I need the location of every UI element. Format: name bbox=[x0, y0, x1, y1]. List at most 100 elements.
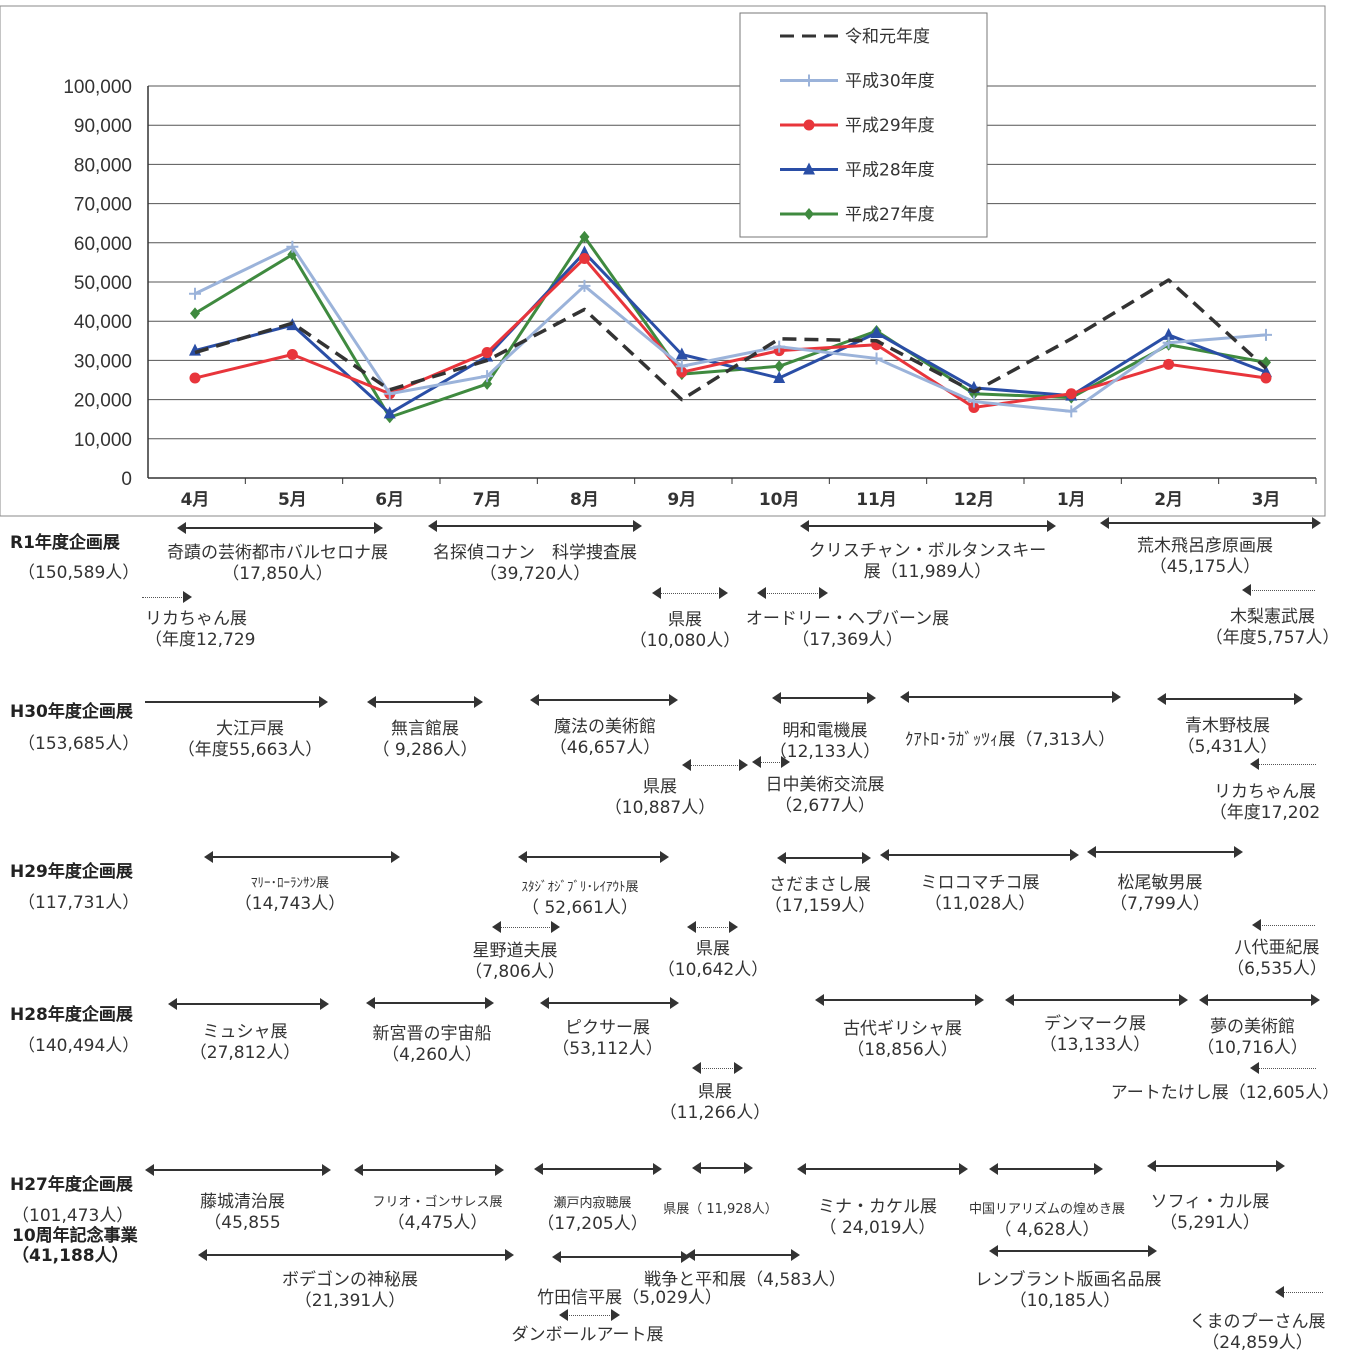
period-arrow bbox=[1275, 1286, 1323, 1298]
period-arrow bbox=[367, 696, 483, 708]
period-arrow bbox=[692, 1062, 743, 1074]
period-arrow bbox=[552, 1251, 690, 1263]
data-point bbox=[1162, 327, 1175, 340]
period-arrow bbox=[686, 1249, 800, 1261]
data-point bbox=[967, 395, 980, 408]
period-arrow bbox=[900, 691, 1121, 703]
row-header-h30: H30年度企画展 bbox=[10, 702, 133, 722]
period-arrow bbox=[518, 851, 669, 863]
data-point bbox=[481, 347, 493, 359]
data-point bbox=[481, 370, 494, 383]
row-header-h27: H27年度企画展 bbox=[10, 1175, 133, 1195]
period-arrow bbox=[177, 522, 383, 534]
x-tick-label: 12月 bbox=[954, 490, 995, 510]
data-point bbox=[1065, 405, 1078, 418]
period-arrow bbox=[530, 694, 678, 706]
series-line bbox=[194, 245, 1267, 413]
series-平成29年度 bbox=[189, 252, 1272, 413]
legend-item: 平成27年度 bbox=[780, 205, 935, 225]
data-point bbox=[286, 349, 298, 361]
x-tick-label: 7月 bbox=[473, 490, 502, 510]
period-arrow bbox=[540, 997, 679, 1009]
exhibit-label: 無言館展（ 9,286人） bbox=[372, 719, 478, 760]
exhibit-label: フリオ・ゴンサレス展 （4,475人） bbox=[372, 1195, 503, 1233]
period-arrow bbox=[800, 520, 1056, 532]
x-tick-label: 3月 bbox=[1252, 490, 1281, 510]
row-total-h27: （101,473人） bbox=[12, 1206, 134, 1226]
row-total-h28: （140,494人） bbox=[18, 1036, 140, 1056]
period-arrow bbox=[559, 1309, 620, 1321]
period-arrow bbox=[1087, 846, 1243, 858]
series-line bbox=[194, 278, 1268, 402]
period-arrow bbox=[1005, 994, 1188, 1006]
exhibit-label: ソフィ・カル展 （5,291人） bbox=[1150, 1192, 1270, 1233]
series-line bbox=[194, 256, 1267, 409]
row-header-h28: H28年度企画展 bbox=[10, 1005, 133, 1025]
x-tick-label: 1月 bbox=[1057, 490, 1086, 510]
data-point bbox=[675, 347, 688, 360]
exhibit-label: ピクサー展 （53,112人） bbox=[552, 1018, 663, 1059]
exhibit-label: くまのプーさん展 （24,859人） bbox=[1189, 1312, 1326, 1353]
data-point bbox=[803, 119, 815, 131]
exhibit-label: 竹田信平展（5,029人） bbox=[537, 1288, 722, 1308]
legend-label: 平成29年度 bbox=[845, 116, 935, 136]
exhibit-label: 八代亜紀展 （6,535人） bbox=[1227, 938, 1327, 979]
exhibit-label: アートたけし展（12,605人） bbox=[1110, 1083, 1340, 1103]
period-arrow bbox=[492, 921, 560, 933]
y-axis-ticks: 0 10,000 20,000 30,000 40,000 50,000 60,000 70,… bbox=[63, 77, 132, 490]
data-point bbox=[189, 287, 201, 300]
exhibit-label: ｸｱﾄﾛ･ﾗｶﾞｯﾂｨ展（7,313人） bbox=[904, 730, 1116, 750]
data-point bbox=[579, 230, 590, 243]
legend-item: 平成28年度 bbox=[780, 161, 935, 181]
exhibit-label: 名探偵コナン 科学捜査展 （39,720人） bbox=[433, 543, 637, 584]
period-arrow bbox=[1250, 758, 1316, 770]
period-arrow bbox=[652, 587, 728, 599]
series-group bbox=[189, 230, 1272, 424]
period-arrow bbox=[1157, 693, 1303, 705]
data-point bbox=[870, 352, 883, 365]
period-arrow bbox=[142, 591, 192, 603]
exhibit-label: 藤城清治展 （45,855 bbox=[200, 1192, 285, 1233]
period-arrow bbox=[752, 756, 790, 768]
period-arrow bbox=[1250, 1062, 1316, 1074]
y-tick-label: 0 bbox=[121, 469, 132, 490]
series-平成27年度 bbox=[190, 230, 1271, 424]
period-arrow bbox=[168, 998, 329, 1010]
exhibit-label: クリスチャン・ボルタンスキー 展（11,989人） bbox=[808, 541, 1047, 582]
exhibit-label: 松尾敏男展 （7,799人） bbox=[1110, 873, 1210, 914]
legend-item: 平成30年度 bbox=[780, 72, 935, 92]
exhibit-label: 瀬戸内寂聴展 （17,205人） bbox=[537, 1196, 648, 1234]
data-point bbox=[804, 208, 814, 220]
exhibit-label: 奇蹟の芸術都市バルセロナ展 （17,850人） bbox=[167, 543, 388, 584]
legend-label: 平成28年度 bbox=[845, 161, 935, 181]
period-arrow bbox=[687, 921, 738, 933]
exhibit-label: リカちゃん展 （年度17,202 bbox=[1209, 782, 1321, 823]
exhibit-label: 県展（ 11,928人） bbox=[663, 1202, 778, 1217]
exhibit-label: 星野道夫展 （7,806人） bbox=[465, 941, 565, 982]
period-arrow bbox=[692, 1162, 753, 1174]
legend-label: 平成27年度 bbox=[845, 205, 935, 225]
exhibit-label: オードリー・ヘプバーン展 （17,369人） bbox=[745, 609, 950, 650]
exhibit-label: ボデゴンの神秘展 （21,391人） bbox=[282, 1270, 418, 1311]
data-point bbox=[774, 360, 785, 373]
x-tick-label: 10月 bbox=[759, 490, 800, 510]
data-point bbox=[383, 387, 396, 400]
exhibit-label: 日中美術交流展 （2,677人） bbox=[765, 775, 885, 816]
data-point bbox=[383, 406, 396, 419]
exhibit-label: 県展 （11,266人） bbox=[659, 1082, 771, 1123]
data-point bbox=[482, 377, 493, 390]
exhibit-label: 荒木飛呂彦原画展 （45,175人） bbox=[1137, 536, 1273, 577]
data-point bbox=[1065, 388, 1077, 400]
exhibit-label: ﾏﾘｰ･ﾛｰﾗﾝｻﾝ展 （14,743人） bbox=[234, 876, 346, 914]
data-point bbox=[870, 325, 883, 338]
series-line bbox=[194, 251, 1267, 415]
y-tick-label: 80,000 bbox=[74, 155, 132, 176]
x-tick-label: 11月 bbox=[856, 490, 897, 510]
series-line bbox=[194, 235, 1267, 419]
period-arrow bbox=[145, 1164, 331, 1176]
exhibit-label: 木梨憲武展 （年度5,757人） bbox=[1205, 607, 1340, 648]
y-tick-label: 60,000 bbox=[74, 234, 132, 255]
period-arrow bbox=[777, 852, 871, 864]
exhibit-label: 明和電機展 （12,133人） bbox=[769, 721, 881, 762]
